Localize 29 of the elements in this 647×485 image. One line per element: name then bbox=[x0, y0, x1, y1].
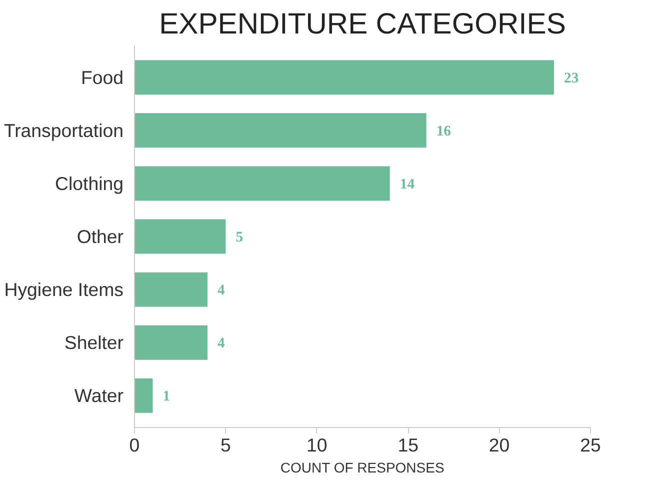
bar bbox=[134, 113, 426, 148]
data-label: 1 bbox=[162, 388, 170, 405]
bar bbox=[134, 272, 208, 307]
y-tick-label: Other bbox=[76, 226, 124, 247]
y-tick-label: Food bbox=[80, 66, 124, 88]
y-tick-label: Water bbox=[74, 385, 124, 406]
y-tick-label: Clothing bbox=[55, 172, 124, 194]
y-tick-label: Hygiene Items bbox=[4, 279, 124, 300]
x-tick-label: 0 bbox=[129, 434, 140, 456]
bar bbox=[134, 325, 208, 360]
bar bbox=[134, 378, 153, 413]
x-tick-label: 20 bbox=[488, 434, 510, 456]
data-label: 4 bbox=[217, 282, 226, 299]
data-label: 16 bbox=[436, 123, 451, 140]
x-tick-label: 5 bbox=[220, 434, 231, 456]
x-tick-label: 25 bbox=[580, 434, 601, 456]
x-tick-label: 15 bbox=[398, 434, 418, 456]
y-tick-label: Shelter bbox=[64, 332, 124, 354]
y-tick-label: Transportation bbox=[4, 120, 124, 141]
data-label: 4 bbox=[217, 336, 226, 352]
x-axis-title: COUNT OF RESPONSES bbox=[280, 460, 444, 476]
x-tick-label: 10 bbox=[306, 434, 328, 456]
data-label: 14 bbox=[400, 176, 416, 192]
bar bbox=[134, 219, 226, 254]
bar bbox=[134, 60, 554, 95]
data-label: 5 bbox=[236, 230, 244, 246]
bar bbox=[134, 166, 390, 201]
data-label: 23 bbox=[564, 70, 579, 86]
chart-title: EXPENDITURE CATEGORIES bbox=[159, 8, 566, 40]
